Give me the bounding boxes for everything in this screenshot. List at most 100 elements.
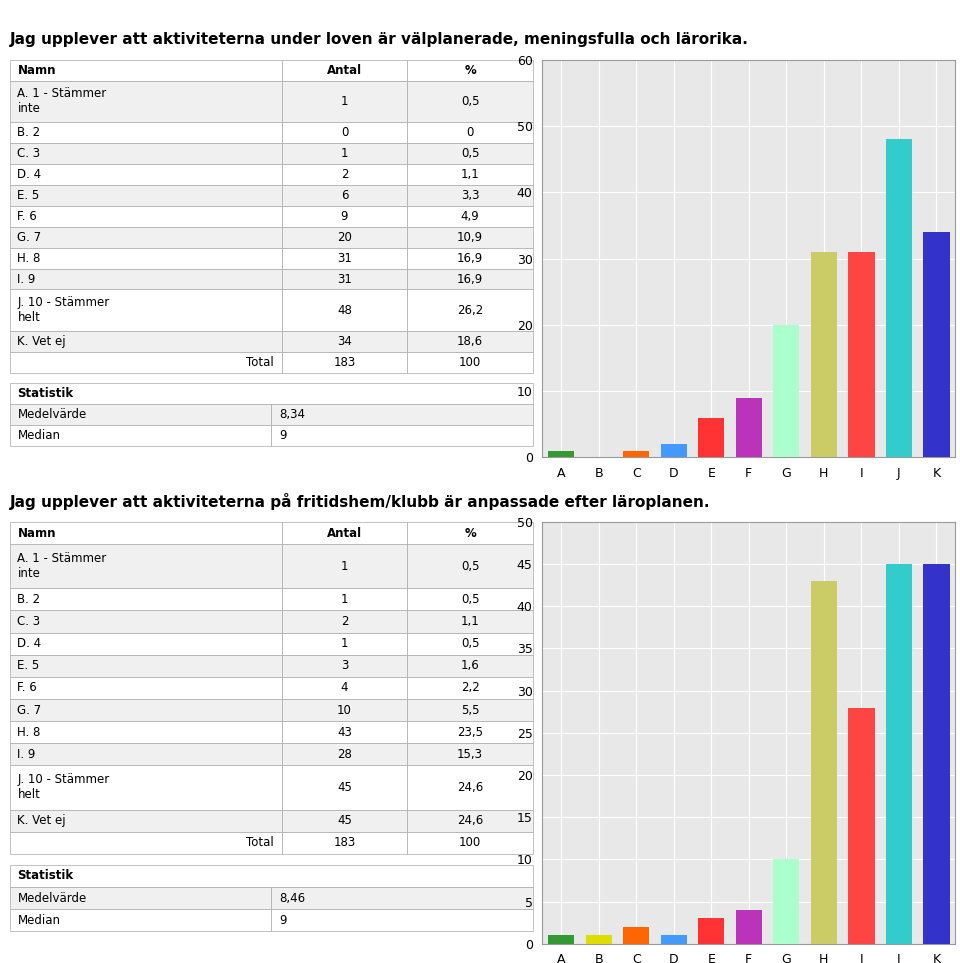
Bar — [407, 227, 533, 247]
Text: Namn: Namn — [17, 527, 56, 539]
Bar — [281, 331, 407, 352]
Bar — [623, 926, 649, 944]
Text: G. 7: G. 7 — [17, 704, 41, 716]
Text: F. 6: F. 6 — [17, 682, 37, 694]
Text: Antal: Antal — [327, 64, 362, 77]
Bar — [10, 164, 281, 185]
Text: 3,3: 3,3 — [461, 189, 479, 202]
Bar — [407, 611, 533, 633]
Bar — [10, 383, 533, 404]
Bar — [407, 588, 533, 611]
Bar — [281, 832, 407, 854]
Text: 4: 4 — [341, 682, 348, 694]
Text: Statistik: Statistik — [17, 870, 74, 882]
Text: 1: 1 — [341, 638, 348, 650]
Text: K. Vet ej: K. Vet ej — [17, 335, 66, 349]
Bar — [407, 655, 533, 677]
Text: C. 3: C. 3 — [17, 147, 40, 160]
Text: Jag upplever att aktiviteterna under loven är välplanerade, meningsfulla och lär: Jag upplever att aktiviteterna under lov… — [10, 32, 749, 47]
Bar — [660, 444, 687, 457]
Text: 1,1: 1,1 — [461, 615, 479, 628]
Text: 2,2: 2,2 — [461, 682, 479, 694]
Bar — [698, 919, 725, 944]
Text: 48: 48 — [337, 304, 352, 317]
Bar — [10, 269, 281, 290]
Text: 183: 183 — [333, 356, 355, 369]
Text: Namn: Namn — [17, 64, 56, 77]
Text: %: % — [464, 527, 476, 539]
Bar — [10, 352, 281, 373]
Bar — [281, 164, 407, 185]
Text: A. 1 - Stämmer
inte: A. 1 - Stämmer inte — [17, 88, 107, 116]
Bar — [810, 252, 837, 457]
Text: 2: 2 — [341, 615, 348, 628]
Bar — [660, 935, 687, 944]
Text: Median: Median — [17, 429, 60, 442]
Bar — [281, 810, 407, 832]
Bar — [10, 887, 272, 909]
Bar — [407, 766, 533, 810]
Bar — [10, 655, 281, 677]
Bar — [10, 290, 281, 331]
Bar — [10, 143, 281, 164]
Bar — [10, 743, 281, 766]
Text: 3: 3 — [341, 660, 348, 672]
Text: 9: 9 — [279, 914, 286, 926]
Bar — [849, 708, 875, 944]
Bar — [10, 721, 281, 743]
Text: 8,34: 8,34 — [279, 408, 305, 422]
Text: Medelvärde: Medelvärde — [17, 892, 86, 904]
Bar — [407, 699, 533, 721]
Text: 6: 6 — [341, 189, 348, 202]
Text: J. 10 - Stämmer
helt: J. 10 - Stämmer helt — [17, 773, 109, 801]
Text: B. 2: B. 2 — [17, 126, 40, 140]
Bar — [10, 633, 281, 655]
Text: 1: 1 — [341, 560, 348, 573]
Bar — [10, 247, 281, 269]
Bar — [10, 766, 281, 810]
Bar — [281, 588, 407, 611]
Bar — [281, 655, 407, 677]
Bar — [272, 404, 533, 426]
Bar — [10, 588, 281, 611]
Bar — [407, 185, 533, 206]
Bar — [773, 325, 800, 457]
Text: 24,6: 24,6 — [457, 814, 483, 827]
Bar — [10, 611, 281, 633]
Bar — [407, 206, 533, 227]
Bar — [735, 398, 762, 457]
Text: Total: Total — [246, 836, 274, 849]
Bar — [407, 290, 533, 331]
Bar — [849, 252, 875, 457]
Text: 0,5: 0,5 — [461, 593, 479, 606]
Bar — [407, 60, 533, 81]
Text: Median: Median — [17, 914, 60, 926]
Text: 0: 0 — [467, 126, 473, 140]
Text: Antal: Antal — [327, 527, 362, 539]
Bar — [10, 426, 272, 446]
Text: D. 4: D. 4 — [17, 638, 41, 650]
Text: D. 4: D. 4 — [17, 169, 41, 181]
Bar — [281, 290, 407, 331]
Text: 1,1: 1,1 — [461, 169, 479, 181]
Bar — [10, 699, 281, 721]
Text: I. 9: I. 9 — [17, 273, 36, 286]
Text: %: % — [464, 64, 476, 77]
Text: 100: 100 — [459, 356, 481, 369]
Bar — [281, 633, 407, 655]
Bar — [407, 247, 533, 269]
Bar — [407, 810, 533, 832]
Text: 4,9: 4,9 — [461, 210, 479, 222]
Text: Statistik: Statistik — [17, 387, 74, 401]
Bar — [10, 122, 281, 143]
Bar — [10, 227, 281, 247]
Text: 1: 1 — [341, 593, 348, 606]
Text: 20: 20 — [337, 231, 352, 244]
Text: 100: 100 — [459, 836, 481, 849]
Bar — [407, 522, 533, 544]
Text: 28: 28 — [337, 747, 352, 761]
Bar — [586, 935, 612, 944]
Text: 8,46: 8,46 — [279, 892, 305, 904]
Bar — [10, 677, 281, 699]
Bar — [10, 909, 272, 931]
